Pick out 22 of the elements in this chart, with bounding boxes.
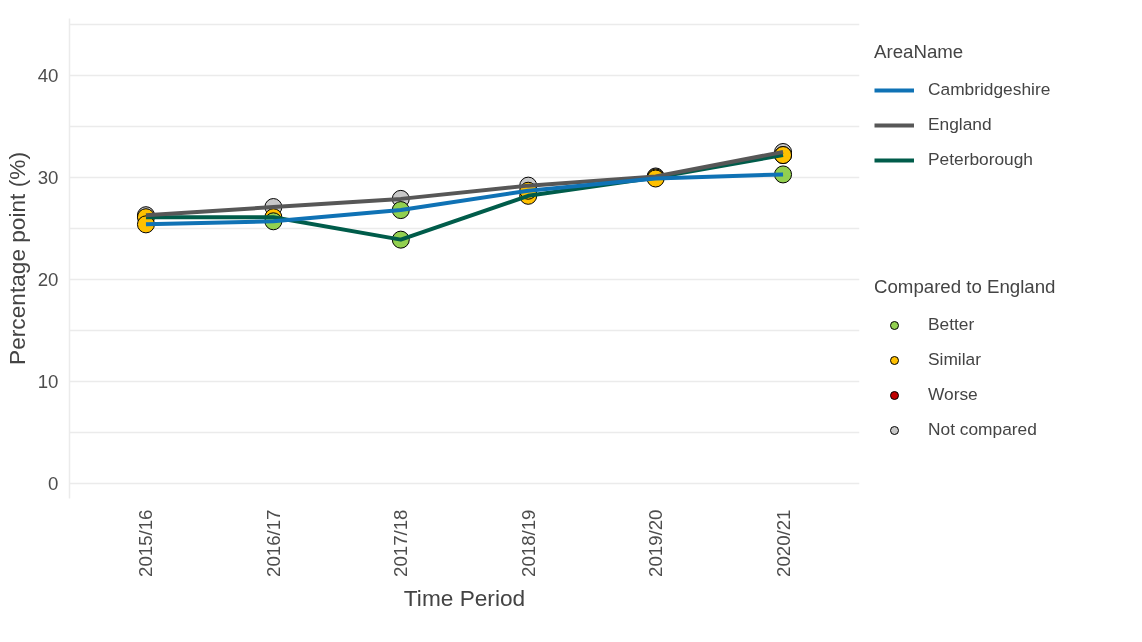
y-tick-label: 20: [37, 268, 59, 290]
y-tick-label: 0: [48, 472, 59, 494]
y-axis-title: Percentage point (%): [3, 152, 30, 365]
x-tick-label: 2018/19: [517, 509, 539, 577]
text: AreaName: [874, 41, 964, 62]
x-tick-label: 2016/17: [262, 509, 284, 577]
x-tick-label: 2019/20: [645, 509, 667, 577]
x-tick-label: 2017/18: [390, 509, 412, 577]
legend-label: England: [928, 114, 992, 135]
legend-label: Better: [928, 314, 975, 335]
x-axis-title: Time Period: [403, 584, 526, 611]
text: Compared to England: [874, 276, 1056, 297]
legend-label: Worse: [928, 384, 978, 405]
legend-label: Not compared: [928, 419, 1037, 440]
legend-label: Cambridgeshire: [928, 79, 1051, 100]
y-tick-label: 40: [37, 65, 59, 87]
legend-label: Similar: [928, 349, 981, 370]
y-tick-label: 30: [37, 166, 59, 188]
x-tick-label: 2020/21: [772, 509, 794, 577]
legend-label: Peterborough: [928, 149, 1034, 170]
y-tick-label: 10: [37, 370, 59, 392]
x-tick-label: 2015/16: [135, 509, 157, 577]
